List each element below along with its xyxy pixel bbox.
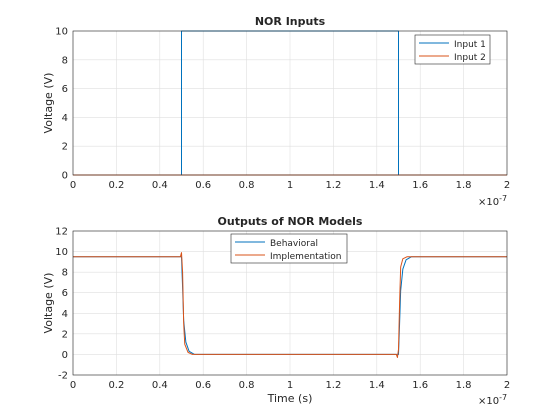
- x-exponent-label: ×10-7: [478, 393, 507, 407]
- x-tick-label: 2: [504, 380, 510, 391]
- x-tick-label: 0: [70, 180, 76, 191]
- x-tick-label: 1.2: [325, 180, 341, 191]
- x-tick-label: 1.6: [412, 380, 428, 391]
- series-line-implementation: [73, 252, 507, 359]
- y-tick-label: 10: [55, 27, 68, 38]
- chart-title: NOR Inputs: [255, 15, 326, 28]
- x-tick-labels: 0 0.2 0.4 0.6 0.8 1 1.2 1.4 1.6 1.8 2: [70, 180, 510, 191]
- y-tick-label: 4: [62, 113, 68, 124]
- x-tick-label: 0.2: [108, 380, 124, 391]
- x-exponent-base: ×10: [478, 197, 499, 208]
- y-tick-label: 2: [62, 329, 68, 340]
- legend: Behavioral Implementation: [230, 233, 348, 264]
- x-tick-label: 1: [287, 180, 293, 191]
- y-axis-label: Voltage (V): [42, 73, 55, 134]
- y-tick-label: 12: [55, 227, 68, 238]
- y-tick-label: 4: [62, 309, 68, 320]
- series-layer: [73, 252, 507, 359]
- legend-box: [414, 34, 491, 65]
- x-tick-label: 1.2: [325, 380, 341, 391]
- y-tick-label: 6: [62, 84, 68, 95]
- legend-label-implementation: Implementation: [270, 252, 341, 262]
- x-tick-label: 1.4: [369, 180, 385, 191]
- x-exponent-label: ×10-7: [478, 194, 507, 208]
- x-tick-label: 1.4: [369, 380, 385, 391]
- axes-box: [72, 30, 508, 176]
- x-axis-label: Time (s): [267, 392, 313, 405]
- nor-inputs-axes: 0 0.2 0.4 0.6 0.8 1 1.2 1.4 1.6 1.8 2 0 2 4 6 8 10 NOR …: [42, 15, 510, 208]
- y-tick-labels: 0 2 4 6 8 10: [55, 27, 68, 182]
- x-tick-label: 0.8: [239, 380, 255, 391]
- y-tick-label: 6: [62, 288, 68, 299]
- y-axis-label: Voltage (V): [42, 273, 55, 334]
- legend-label-input-1: Input 1: [454, 40, 486, 50]
- legend-box: [230, 233, 348, 264]
- x-tick-label: 1: [287, 380, 293, 391]
- y-tick-label: 10: [55, 247, 68, 258]
- x-tick-label: 0.4: [152, 380, 168, 391]
- x-exponent-power: -7: [499, 194, 507, 203]
- y-tick-label: 8: [62, 55, 68, 66]
- x-exponent-base: ×10: [478, 396, 499, 407]
- axes-box: [72, 230, 508, 376]
- x-tick-label: 0.8: [239, 180, 255, 191]
- x-tick-label: 1.6: [412, 180, 428, 191]
- legend: Input 1 Input 2: [414, 34, 491, 65]
- y-tick-label: 2: [62, 142, 68, 153]
- x-tick-label: 0: [70, 380, 76, 391]
- x-tick-label: 1.8: [456, 380, 472, 391]
- y-tick-labels: -2 0 2 4 6 8 10 12: [55, 227, 68, 382]
- y-tick-label: 0: [62, 171, 68, 182]
- nor-outputs-axes: 0 0.2 0.4 0.6 0.8 1 1.2 1.4 1.6 1.8 2 -2024681012 …: [42, 215, 510, 407]
- x-tick-label: 2: [504, 180, 510, 191]
- x-exponent-power: -7: [499, 393, 507, 402]
- chart-title: Outputs of NOR Models: [218, 215, 363, 228]
- y-tick-label: 0: [62, 350, 68, 361]
- legend-label-input-2: Input 2: [454, 53, 486, 63]
- x-tick-label: 1.8: [456, 180, 472, 191]
- legend-label-behavioral: Behavioral: [270, 239, 318, 249]
- x-tick-label: 0.4: [152, 180, 168, 191]
- y-tick-label: -2: [58, 371, 68, 382]
- x-tick-labels: 0 0.2 0.4 0.6 0.8 1 1.2 1.4 1.6 1.8 2: [70, 380, 510, 391]
- y-tick-label: 8: [62, 268, 68, 279]
- x-tick-label: 0.6: [195, 180, 211, 191]
- x-tick-label: 0.2: [108, 180, 124, 191]
- x-tick-label: 0.6: [195, 380, 211, 391]
